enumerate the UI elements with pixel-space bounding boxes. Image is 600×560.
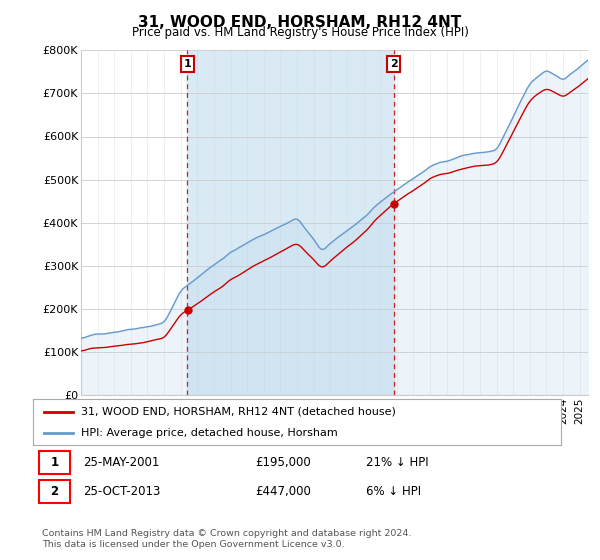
- Text: £195,000: £195,000: [255, 455, 311, 469]
- Bar: [187, 50, 394, 395]
- Text: 2: 2: [50, 484, 59, 498]
- Text: 2: 2: [389, 59, 397, 69]
- Text: 1: 1: [184, 59, 191, 69]
- Text: 6% ↓ HPI: 6% ↓ HPI: [365, 484, 421, 498]
- Text: Price paid vs. HM Land Registry's House Price Index (HPI): Price paid vs. HM Land Registry's House …: [131, 26, 469, 39]
- Text: Contains HM Land Registry data © Crown copyright and database right 2024.
This d: Contains HM Land Registry data © Crown c…: [42, 529, 412, 549]
- Text: £447,000: £447,000: [255, 484, 311, 498]
- Text: 25-OCT-2013: 25-OCT-2013: [83, 484, 161, 498]
- Text: 25-MAY-2001: 25-MAY-2001: [83, 455, 160, 469]
- Text: HPI: Average price, detached house, Horsham: HPI: Average price, detached house, Hors…: [80, 428, 337, 438]
- Text: 31, WOOD END, HORSHAM, RH12 4NT (detached house): 31, WOOD END, HORSHAM, RH12 4NT (detache…: [80, 407, 395, 417]
- Bar: [40, 479, 70, 502]
- Text: 21% ↓ HPI: 21% ↓ HPI: [365, 455, 428, 469]
- Text: 1: 1: [50, 455, 59, 469]
- Bar: [40, 451, 70, 474]
- Text: 31, WOOD END, HORSHAM, RH12 4NT: 31, WOOD END, HORSHAM, RH12 4NT: [139, 15, 461, 30]
